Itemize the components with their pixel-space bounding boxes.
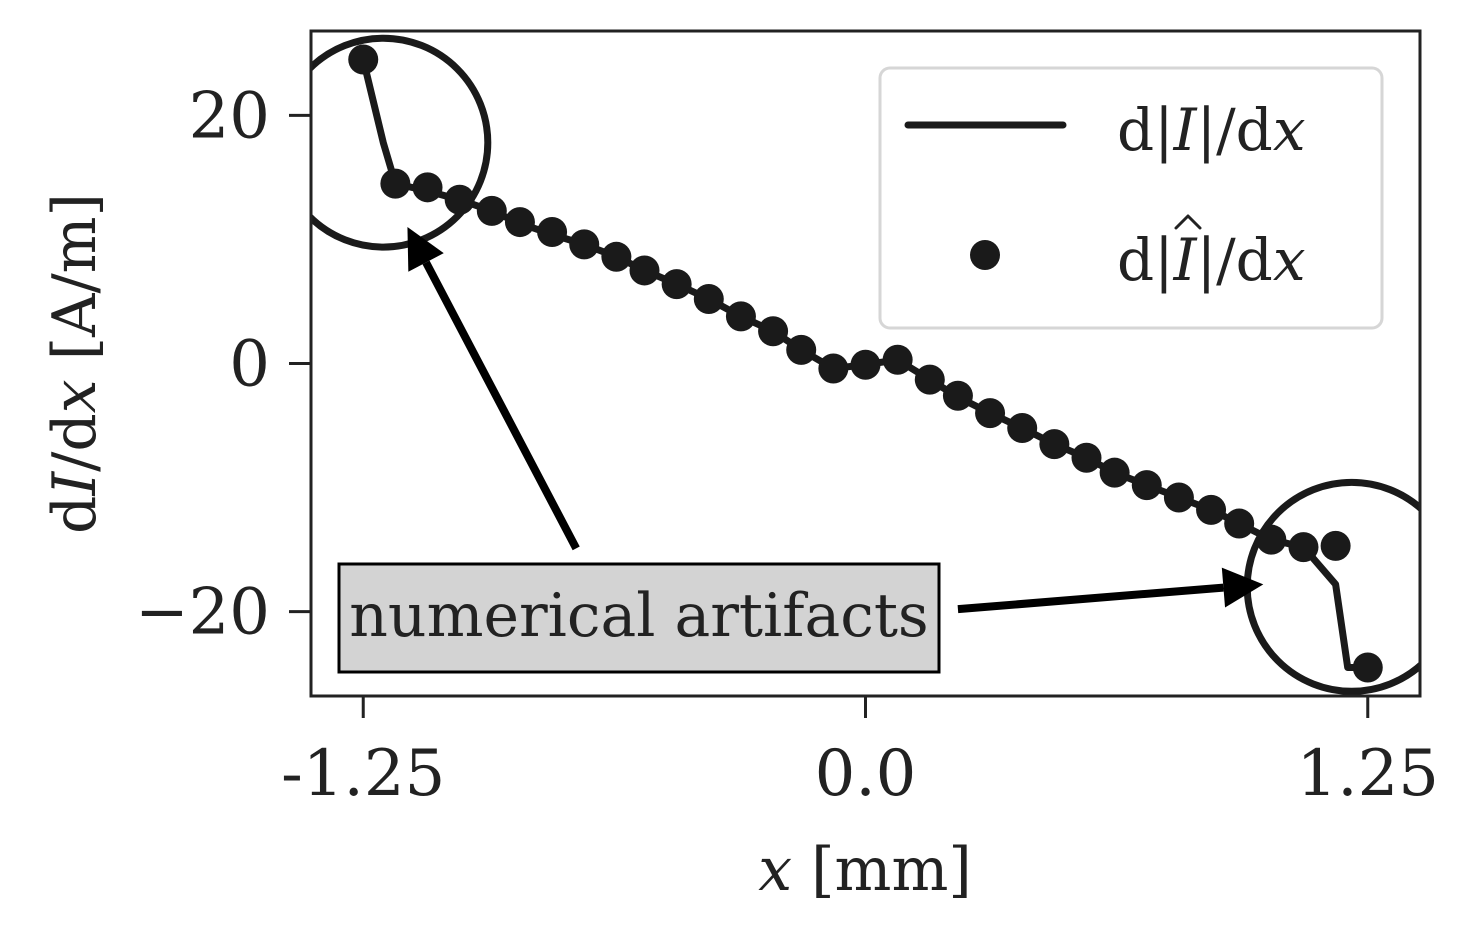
x-axis-title: x [mm] [758,835,972,905]
legend-label-suffix: |/d [1197,96,1273,164]
data-point [1131,470,1162,501]
annotation-arrow-head [1221,567,1264,608]
data-point [1256,524,1287,555]
y-axis-title-mid: /d [40,413,110,472]
y-axis-title: dI/dx [A/m] [40,193,110,534]
data-point [818,353,849,384]
plot-frame [309,29,1422,698]
data-point [693,283,724,314]
data-point [1039,429,1070,460]
data-point [629,255,660,286]
x-tick-label: 0.0 [815,737,917,811]
data-point [1099,457,1130,488]
y-tick-label: 0 [229,328,270,402]
legend-entry-label: d|I|/dx [1117,226,1306,294]
data-point [380,168,411,199]
annotation-arrow-shaft [957,583,1224,614]
y-axis-title-var: I [40,471,110,497]
annotation-box [337,562,941,674]
legend-label-prefix: d| [1117,96,1174,164]
legend-box [878,66,1384,330]
data-point [942,380,973,411]
x-axis-title-var: x [758,835,792,905]
data-point [601,241,632,272]
legend-label-var: I [1173,96,1198,164]
y-axis-title-prefix: d [40,496,110,534]
x-axis-title-unit: [mm] [792,835,972,905]
legend-marker-swatch [970,240,1000,270]
data-point [1007,413,1038,444]
data-point [1320,530,1351,561]
data-point [444,184,475,215]
data-point [412,172,443,203]
frame-layer [309,29,1422,698]
annotation-layer: numerical artifacts [311,34,1420,695]
y-tick-label: −20 [135,576,270,650]
data-point [914,364,945,395]
x-tick-label: -1.25 [281,737,445,811]
x-tick-label: 1.25 [1297,737,1440,811]
legend-label-prefix: d| [1117,226,1174,294]
legend-entry-label: d|I|/dx [1117,96,1306,164]
data-point [569,229,600,260]
data-point [725,301,756,332]
data-point [1288,532,1319,563]
data-point [1163,482,1194,513]
data-point [882,344,913,375]
y-axis-title-var2: x [40,379,110,413]
legend-label-suffix: |/d [1197,226,1273,294]
legend-label-var2: x [1273,226,1306,294]
data-point [1352,652,1383,683]
y-tick-label: 20 [189,79,270,153]
data-point [1071,442,1102,473]
data-point [661,269,692,300]
data-point [1196,494,1227,525]
data-point [850,349,881,380]
legend-label-var: I [1173,226,1198,294]
data-point [504,207,535,238]
data-point [975,398,1006,429]
legend-label-var2: x [1273,96,1306,164]
data-point [537,216,568,247]
legend-hat-accent [1174,214,1202,230]
artifact-circle [311,34,492,251]
annotation-text: numerical artifacts [349,581,928,651]
legend-layer: d|I|/dxd|I|/dx [878,66,1384,330]
data-point [758,316,789,347]
annotation-arrow-head [407,227,444,272]
annotation-arrow-shaft [422,260,580,551]
y-axis-title-unit: [A/m] [40,193,110,379]
data-point [476,195,507,226]
data-point [348,44,379,75]
series-layer [348,44,1383,683]
data-point [1224,508,1255,539]
data-point [786,334,817,365]
